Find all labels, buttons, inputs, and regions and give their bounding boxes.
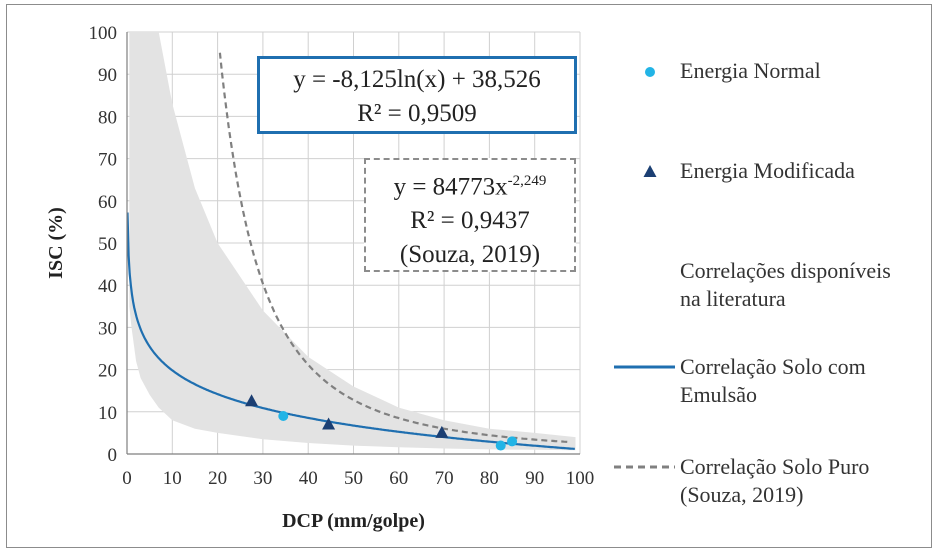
souza-equation-exponent: -2,249 <box>507 173 547 189</box>
point-energia-modificada <box>322 417 336 430</box>
point-energia-normal <box>495 440 506 451</box>
y-tick-label: 60 <box>98 192 117 213</box>
y-tick-label: 40 <box>98 276 117 297</box>
emulsion-equation: y = -8,125ln(x) + 38,526 <box>293 66 541 93</box>
x-tick-label: 20 <box>208 468 227 489</box>
x-tick-label: 100 <box>566 468 595 489</box>
y-tick-label: 80 <box>98 107 117 128</box>
chart-frame: 0 10 20 30 40 50 60 70 80 90 100 0 10 20 30 40 50 60 70 80 9… <box>6 4 932 548</box>
souza-equation-box: y = 84773x-2,249 R² = 0,9437 (Souza, 201… <box>364 158 576 272</box>
legend-label-puro-line2: (Souza, 2019) <box>680 482 804 507</box>
x-tick-label: 40 <box>299 468 318 489</box>
y-tick-label: 50 <box>98 234 117 255</box>
x-tick-label: 10 <box>163 468 182 489</box>
x-tick-label: 80 <box>480 468 499 489</box>
souza-r2: R² = 0,9437 <box>410 207 530 235</box>
legend-label-puro: Correlação Solo Puro (Souza, 2019) <box>680 453 869 509</box>
legend-label-literatura: Correlações disponíveis na literatura <box>680 257 891 313</box>
legend-label-emulsao-line1: Correlação Solo com <box>680 354 866 379</box>
legend-label-normal: Energia Normal <box>680 58 821 83</box>
x-tick-label: 0 <box>122 468 132 489</box>
emulsion-equation-box: y = -8,125ln(x) + 38,526 R² = 0,9509 <box>257 56 577 134</box>
legend-label-literatura-line2: na literatura <box>680 286 786 311</box>
literature-band <box>129 32 576 451</box>
x-tick-label: 90 <box>525 468 544 489</box>
souza-equation-base: y = 84773x <box>393 173 508 201</box>
y-tick-label: 20 <box>98 361 117 382</box>
souza-source: (Souza, 2019) <box>399 241 541 269</box>
souza-equation: y = 84773x-2,249 <box>366 164 574 204</box>
y-tick-label: 90 <box>98 65 117 86</box>
x-tick-label: 70 <box>435 468 454 489</box>
legend-label-literatura-line1: Correlações disponíveis <box>680 258 891 283</box>
x-tick-label: 60 <box>389 468 408 489</box>
legend-label-modificada: Energia Modificada <box>680 158 855 183</box>
legend-label-emulsao: Correlação Solo com Emulsão <box>680 353 866 409</box>
y-tick-label: 0 <box>108 445 118 466</box>
x-tick-label: 30 <box>253 468 272 489</box>
legend-symbol-modificada <box>643 165 657 177</box>
legend-label-puro-line1: Correlação Solo Puro <box>680 454 870 479</box>
point-energia-normal <box>278 411 289 422</box>
legend-label-emulsao-line2: Emulsão <box>680 382 757 407</box>
y-tick-label: 30 <box>98 318 117 339</box>
x-tick-label: 50 <box>344 468 363 489</box>
x-axis-title: DCP (mm/golpe) <box>282 510 425 532</box>
emulsion-r2: R² = 0,9509 <box>357 100 477 127</box>
y-tick-label: 10 <box>98 403 117 424</box>
point-energia-modificada <box>245 394 259 407</box>
y-tick-label: 70 <box>98 150 117 171</box>
point-energia-modificada <box>435 425 449 438</box>
y-tick-label: 100 <box>89 23 118 44</box>
y-axis-title: ISC (%) <box>45 207 67 279</box>
point-energia-normal <box>507 436 518 447</box>
legend-symbol-normal <box>645 67 655 77</box>
